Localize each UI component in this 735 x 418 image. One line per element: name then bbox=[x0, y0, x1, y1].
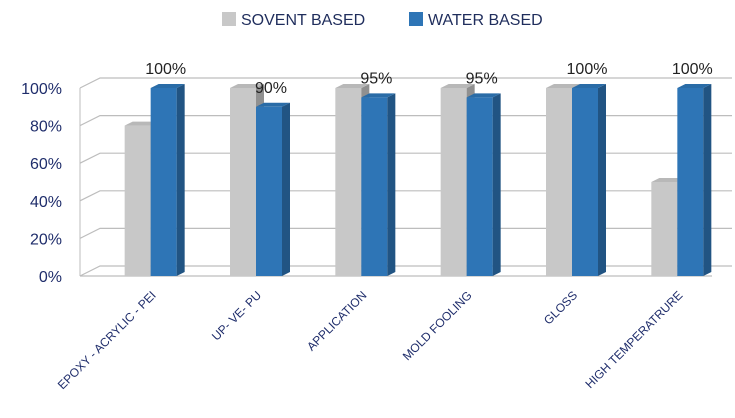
bar-top-face bbox=[256, 102, 290, 107]
data-label: 95% bbox=[466, 70, 498, 87]
water-bar bbox=[677, 88, 704, 276]
legend: SOVENT BASED WATER BASED bbox=[222, 12, 543, 29]
bar-top-face bbox=[230, 84, 264, 88]
gridline bbox=[79, 152, 732, 164]
solvent-bar bbox=[335, 88, 362, 276]
y-tick-label: 80% bbox=[30, 119, 62, 136]
bar-side-face bbox=[176, 84, 185, 276]
bar-top-face bbox=[124, 121, 159, 126]
bars bbox=[124, 84, 712, 277]
gridline bbox=[79, 77, 732, 89]
legend-label-water: WATER BASED bbox=[428, 12, 543, 29]
x-category-label: HIGH TEMPERATRURE bbox=[583, 288, 686, 391]
bar-top-face bbox=[150, 84, 185, 88]
legend-label-solvent: SOVENT BASED bbox=[241, 12, 365, 29]
bar-top-face bbox=[677, 84, 712, 88]
solvent-bar bbox=[230, 88, 256, 276]
y-tick-label: 100% bbox=[21, 81, 62, 98]
data-label: 100% bbox=[145, 61, 186, 78]
x-category-label: MOLD FOOLING bbox=[400, 288, 475, 363]
bar-top-face bbox=[335, 84, 370, 88]
bar-side-face bbox=[598, 84, 606, 276]
data-label: 90% bbox=[255, 80, 287, 97]
solvent-bar bbox=[440, 88, 467, 276]
gridline bbox=[79, 227, 732, 239]
solvent-bar bbox=[546, 88, 572, 276]
bar-side-face bbox=[492, 93, 501, 277]
data-label: 100% bbox=[672, 61, 713, 78]
gridline bbox=[79, 265, 732, 277]
legend-swatch-water bbox=[409, 12, 423, 26]
gridline bbox=[79, 190, 732, 202]
solvent-bar bbox=[124, 125, 151, 276]
bar-top-face bbox=[466, 93, 501, 98]
bar-top-face bbox=[546, 84, 580, 88]
gridlines bbox=[79, 77, 732, 277]
water-bar bbox=[361, 97, 388, 277]
data-label: 95% bbox=[360, 70, 392, 87]
x-category-label: EPOXY - ACRYLIC - PEI bbox=[55, 288, 159, 392]
water-bar bbox=[572, 88, 598, 276]
bar-side-face bbox=[703, 84, 712, 276]
bar-top-face bbox=[440, 84, 475, 88]
bar-top-face bbox=[361, 93, 396, 98]
data-label: 100% bbox=[567, 61, 608, 78]
bar-top-face bbox=[572, 84, 606, 88]
x-category-label: APPLICATION bbox=[304, 288, 369, 353]
bar-side-face bbox=[387, 93, 396, 277]
water-bar bbox=[150, 88, 177, 276]
bar-side-face bbox=[282, 102, 290, 276]
bar-top-face bbox=[651, 178, 686, 182]
y-tick-label: 40% bbox=[30, 194, 62, 211]
gridline bbox=[79, 114, 732, 127]
y-tick-label: 20% bbox=[30, 231, 62, 248]
water-bar bbox=[466, 97, 493, 277]
x-category-label: GLOSS bbox=[541, 288, 580, 327]
x-category-label: UP- VE- PU bbox=[209, 288, 264, 343]
water-bar bbox=[256, 106, 282, 276]
solvent-bar bbox=[651, 182, 678, 276]
legend-swatch-solvent bbox=[222, 12, 236, 26]
y-tick-label: 0% bbox=[39, 269, 62, 286]
y-tick-label: 60% bbox=[30, 156, 62, 173]
